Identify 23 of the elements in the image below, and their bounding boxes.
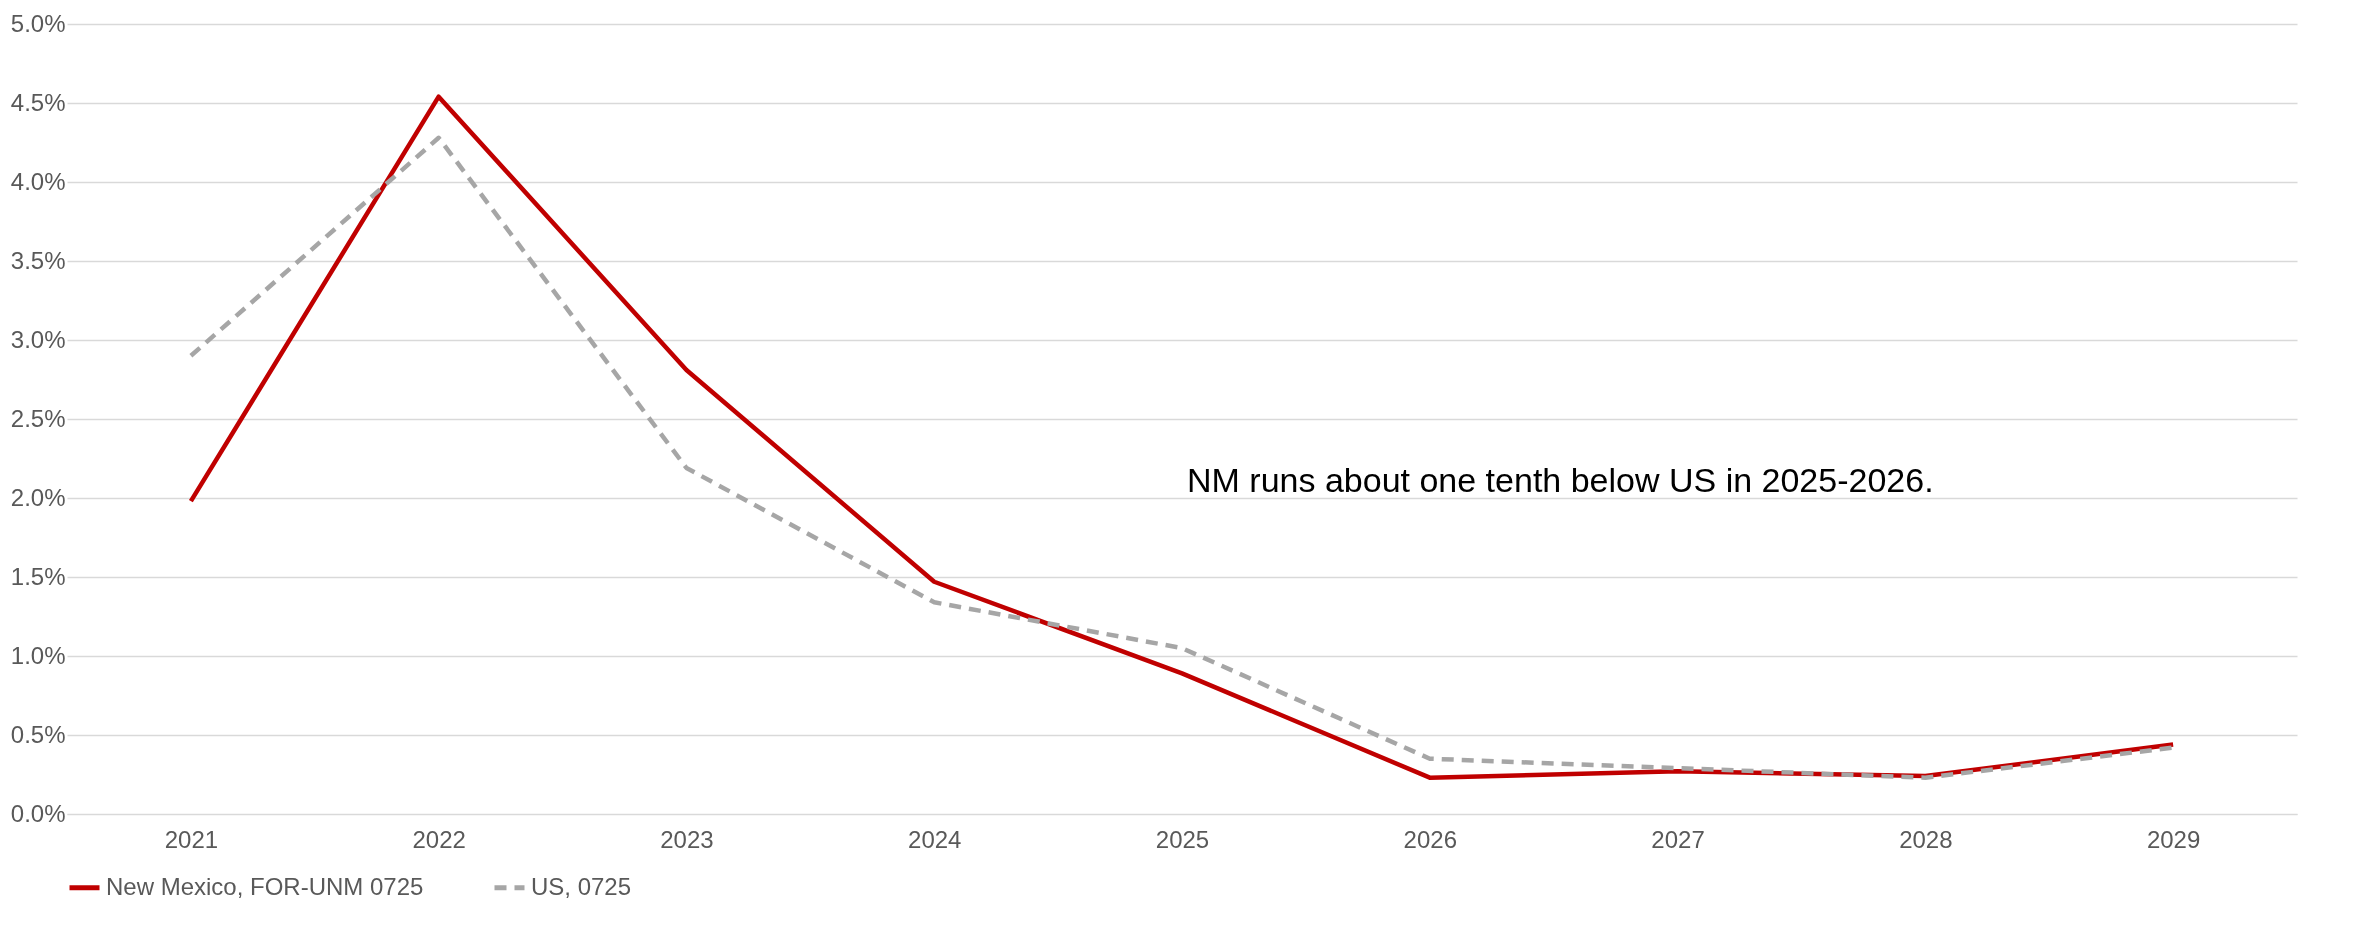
y-tick-label: 2.0%: [10, 483, 66, 511]
x-tick-label: 2023: [660, 825, 714, 853]
x-tick-label: 2025: [1155, 825, 1210, 853]
y-tick-label: 0.0%: [10, 799, 66, 827]
y-tick-label: 0.5%: [10, 720, 66, 748]
y-tick-label: 5.0%: [10, 9, 66, 37]
x-tick-label: 2024: [908, 825, 962, 853]
legend-label: New Mexico, FOR-UNM 0725: [106, 872, 424, 900]
y-tick-label: 2.5%: [10, 404, 66, 432]
y-tick-label: 4.5%: [10, 88, 66, 116]
x-tick-label: 2027: [1651, 825, 1705, 853]
y-tick-label: 4.0%: [10, 167, 66, 195]
x-tick-label: 2026: [1403, 825, 1457, 853]
y-tick-label: 1.5%: [10, 562, 66, 590]
y-tick-label: 3.5%: [10, 246, 66, 274]
y-tick-label: 3.0%: [10, 325, 66, 353]
x-tick-label: 2029: [2146, 825, 2201, 853]
x-tick-label: 2022: [412, 825, 466, 853]
x-tick-label: 2028: [1899, 825, 1953, 853]
legend-label: US, 0725: [531, 872, 632, 900]
x-tick-label: 2021: [164, 825, 219, 853]
y-tick-label: 1.0%: [10, 641, 66, 669]
annotation: NM runs about one tenth below US in 2025-2026.: [1187, 461, 1934, 500]
